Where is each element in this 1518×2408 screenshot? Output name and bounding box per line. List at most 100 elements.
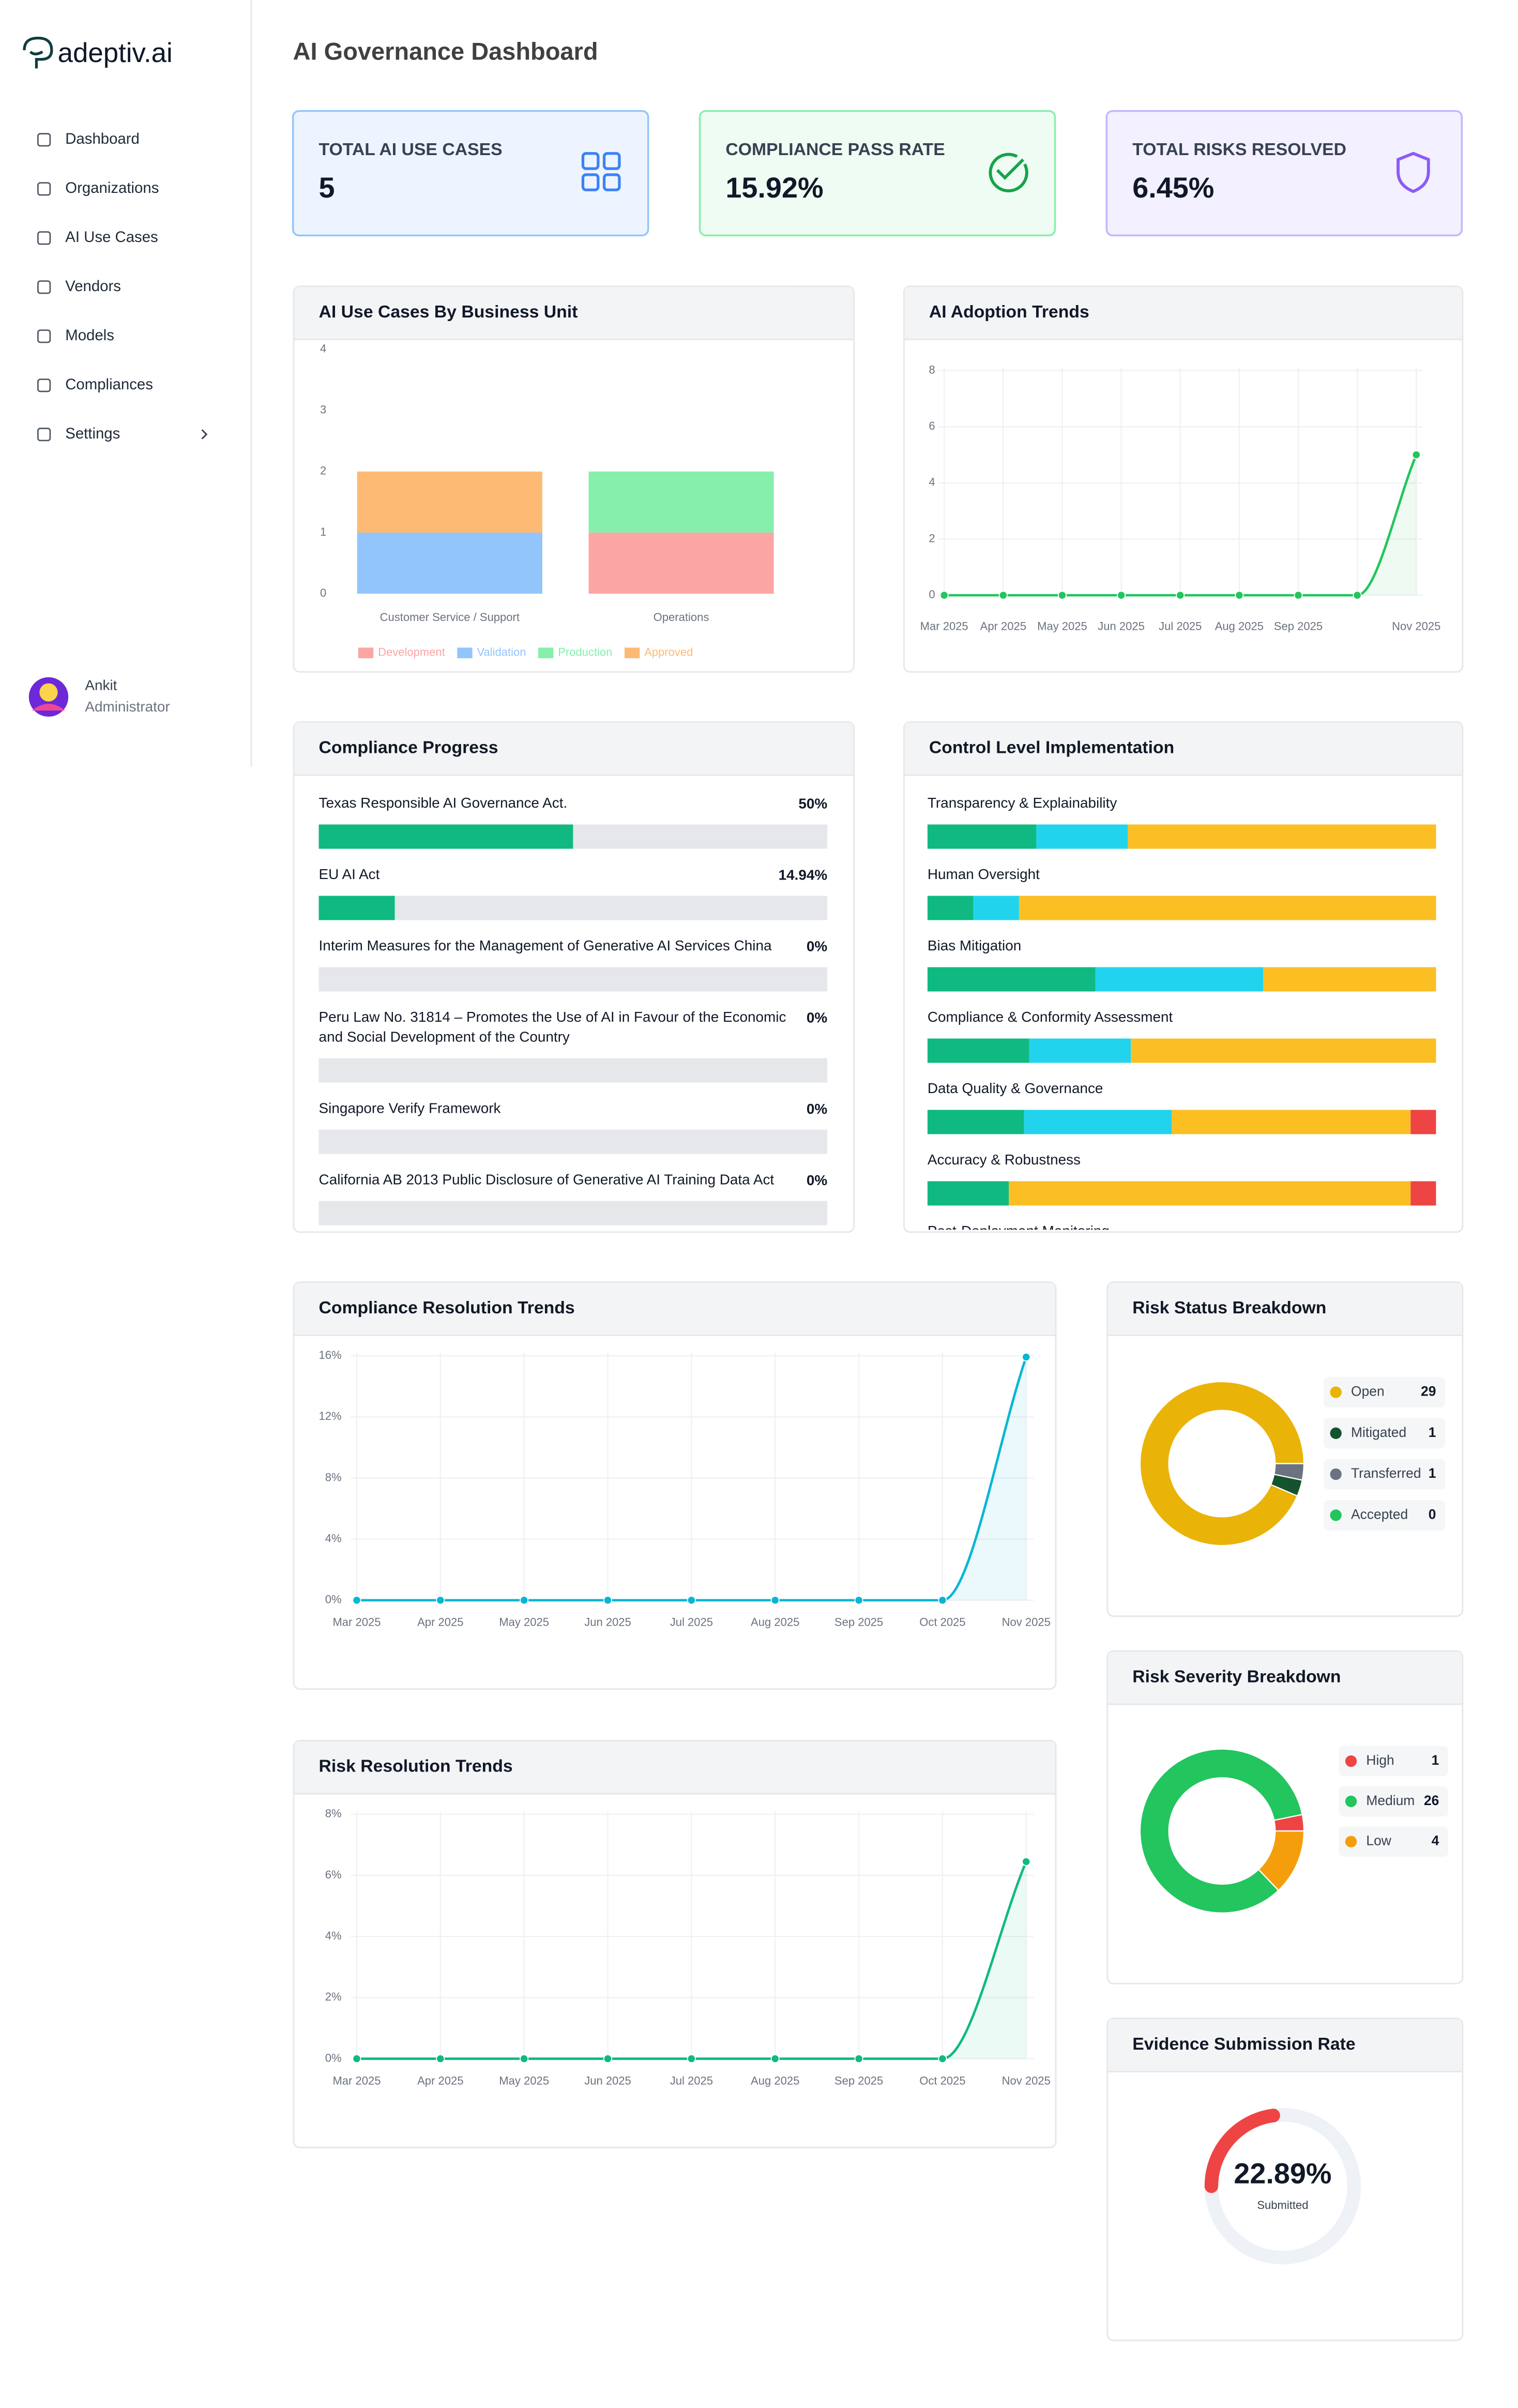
x-tick-label: Mar 2025 (332, 2074, 381, 2087)
row-label: Human Oversight (927, 867, 1040, 884)
donut-segment (1139, 1381, 1305, 1547)
point (436, 1596, 445, 1605)
x-tick-label: Aug 2025 (751, 1616, 799, 1629)
y-tick-label: 8% (325, 1807, 342, 1820)
y-tick-label: 6% (325, 1868, 342, 1881)
legend-dot (1345, 1795, 1357, 1807)
legend-label: Production (558, 646, 612, 659)
row-label-box: Transparency & Explainability (928, 796, 1117, 812)
legend-label: Approved (644, 646, 693, 659)
row-label: Data Quality & Governance (927, 1081, 1103, 1098)
card-title: Compliance Progress (319, 738, 498, 758)
point (938, 1596, 947, 1605)
point (687, 1596, 696, 1605)
legend-label: Development (378, 646, 445, 659)
legend-dot (1330, 1468, 1342, 1480)
row-label: Compliance & Conformity Assessment (927, 1009, 1173, 1026)
bar-segment (927, 967, 1096, 992)
legend-label: Mitigated (1351, 1425, 1406, 1440)
legend-label: Transferred (1351, 1465, 1421, 1481)
value-label: 50% (798, 796, 827, 812)
card (293, 1281, 1057, 1690)
menu-item[interactable]: Compliances (37, 376, 153, 393)
row-label: Singapore Verify Framework (318, 1100, 501, 1118)
menu-item[interactable]: Organizations (37, 179, 159, 196)
gauge-label: Submitted (1257, 2199, 1308, 2212)
bar-segment (973, 896, 1019, 920)
kpi-icon (1396, 152, 1430, 193)
bar-segment (1263, 967, 1436, 992)
progress-bar (318, 824, 573, 849)
point (436, 2054, 445, 2063)
x-tick-label: May 2025 (499, 1616, 549, 1629)
x-tick-label: Nov 2025 (1002, 1616, 1051, 1629)
value-label: 0% (807, 938, 828, 955)
card (293, 1739, 1057, 2148)
row-label: Post-Deployment Monitoring (928, 1222, 1436, 1230)
legend-value: 4 (1432, 1833, 1439, 1849)
point (1411, 450, 1421, 460)
legend-row (1339, 1786, 1448, 1817)
menu-icon (37, 378, 51, 392)
card-header (1108, 1283, 1462, 1335)
menu-label: Settings (65, 425, 120, 442)
progress-track (318, 1201, 828, 1225)
x-tick-label: Jun 2025 (584, 1616, 631, 1629)
y-tick-label: 4 (320, 342, 326, 355)
menu-label: Dashboard (65, 130, 140, 147)
card-header (904, 722, 1462, 775)
bar-segment (1009, 1181, 1411, 1206)
legend-row (1324, 1500, 1446, 1531)
progress-track (318, 896, 828, 920)
bar-segment (927, 824, 1037, 849)
row-label: Accuracy & Robustness (927, 1152, 1081, 1169)
kpi-label: TOTAL AI USE CASES (319, 140, 503, 159)
x-tick-label: Apr 2025 (417, 2074, 463, 2087)
kpi-label: TOTAL RISKS RESOLVED (1132, 140, 1346, 159)
row-label-box: Post-Deployment Monitoring (928, 1222, 1436, 1230)
card (1106, 2018, 1464, 2341)
x-tick-label: Aug 2025 (1215, 620, 1264, 633)
kpi-value: 15.92% (725, 172, 823, 204)
menu-icon (37, 133, 51, 147)
kpi-card (292, 110, 649, 237)
row-label-box: EU AI Act (319, 867, 380, 884)
x-tick-label: Oct 2025 (919, 1616, 965, 1629)
bar-segment (1036, 824, 1128, 849)
legend-row (1324, 1377, 1446, 1407)
brand: adeptiv.ai (58, 38, 173, 68)
row-label-box: Peru Law No. 31814 – Promotes the Use of… (319, 1010, 786, 1046)
point (1057, 590, 1067, 600)
card-title: Risk Severity Breakdown (1132, 1667, 1341, 1686)
menu-item[interactable]: AI Use Cases (37, 229, 158, 246)
bar-segment (1029, 1038, 1131, 1063)
chevron[interactable] (201, 429, 208, 440)
legend-row (1339, 1826, 1448, 1857)
menu-icon (37, 231, 51, 245)
card-title: Compliance Resolution Trends (319, 1298, 575, 1317)
menu-item[interactable]: Models (37, 327, 114, 344)
value-label: 0% (807, 1172, 828, 1188)
point (352, 2054, 361, 2063)
legend-dot (1330, 1386, 1342, 1398)
point (938, 2054, 947, 2063)
menu-item[interactable]: Dashboard (37, 130, 140, 147)
row-label-box: Data Quality & Governance (927, 1081, 1103, 1098)
point (1022, 1352, 1031, 1361)
card-header (904, 287, 1462, 339)
bar-segment (588, 533, 774, 594)
point (1176, 590, 1185, 600)
menu-item[interactable]: Vendors (37, 278, 121, 295)
point (1294, 590, 1303, 600)
menu-item[interactable]: Settings (37, 425, 120, 442)
legend-value: 1 (1429, 1425, 1436, 1440)
donut-segment (1273, 1463, 1305, 1481)
row-label-box: Accuracy & Robustness (927, 1152, 1081, 1169)
x-tick-label: Apr 2025 (417, 1616, 463, 1629)
line (356, 1861, 1027, 2060)
point (998, 590, 1008, 600)
kpi-icon (602, 152, 621, 170)
point (603, 2054, 613, 2063)
point (1353, 590, 1362, 600)
